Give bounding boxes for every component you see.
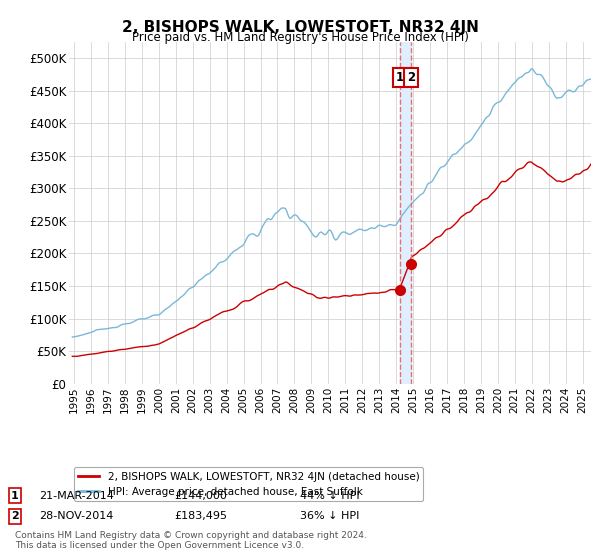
Text: £144,000: £144,000 bbox=[174, 491, 227, 501]
Text: 2, BISHOPS WALK, LOWESTOFT, NR32 4JN: 2, BISHOPS WALK, LOWESTOFT, NR32 4JN bbox=[122, 20, 478, 35]
Text: 28-NOV-2014: 28-NOV-2014 bbox=[39, 511, 113, 521]
Text: Contains HM Land Registry data © Crown copyright and database right 2024.
This d: Contains HM Land Registry data © Crown c… bbox=[15, 530, 367, 550]
Text: 36% ↓ HPI: 36% ↓ HPI bbox=[300, 511, 359, 521]
Legend: 2, BISHOPS WALK, LOWESTOFT, NR32 4JN (detached house), HPI: Average price, detac: 2, BISHOPS WALK, LOWESTOFT, NR32 4JN (de… bbox=[74, 468, 424, 501]
Text: 1: 1 bbox=[11, 491, 19, 501]
Text: 21-MAR-2014: 21-MAR-2014 bbox=[39, 491, 114, 501]
Bar bbox=[400, 42, 412, 384]
Text: 2: 2 bbox=[407, 71, 415, 85]
Text: 1: 1 bbox=[396, 71, 404, 85]
Text: £183,495: £183,495 bbox=[174, 511, 227, 521]
Text: 2: 2 bbox=[11, 511, 19, 521]
Text: Price paid vs. HM Land Registry's House Price Index (HPI): Price paid vs. HM Land Registry's House … bbox=[131, 31, 469, 44]
Text: 44% ↓ HPI: 44% ↓ HPI bbox=[300, 491, 359, 501]
